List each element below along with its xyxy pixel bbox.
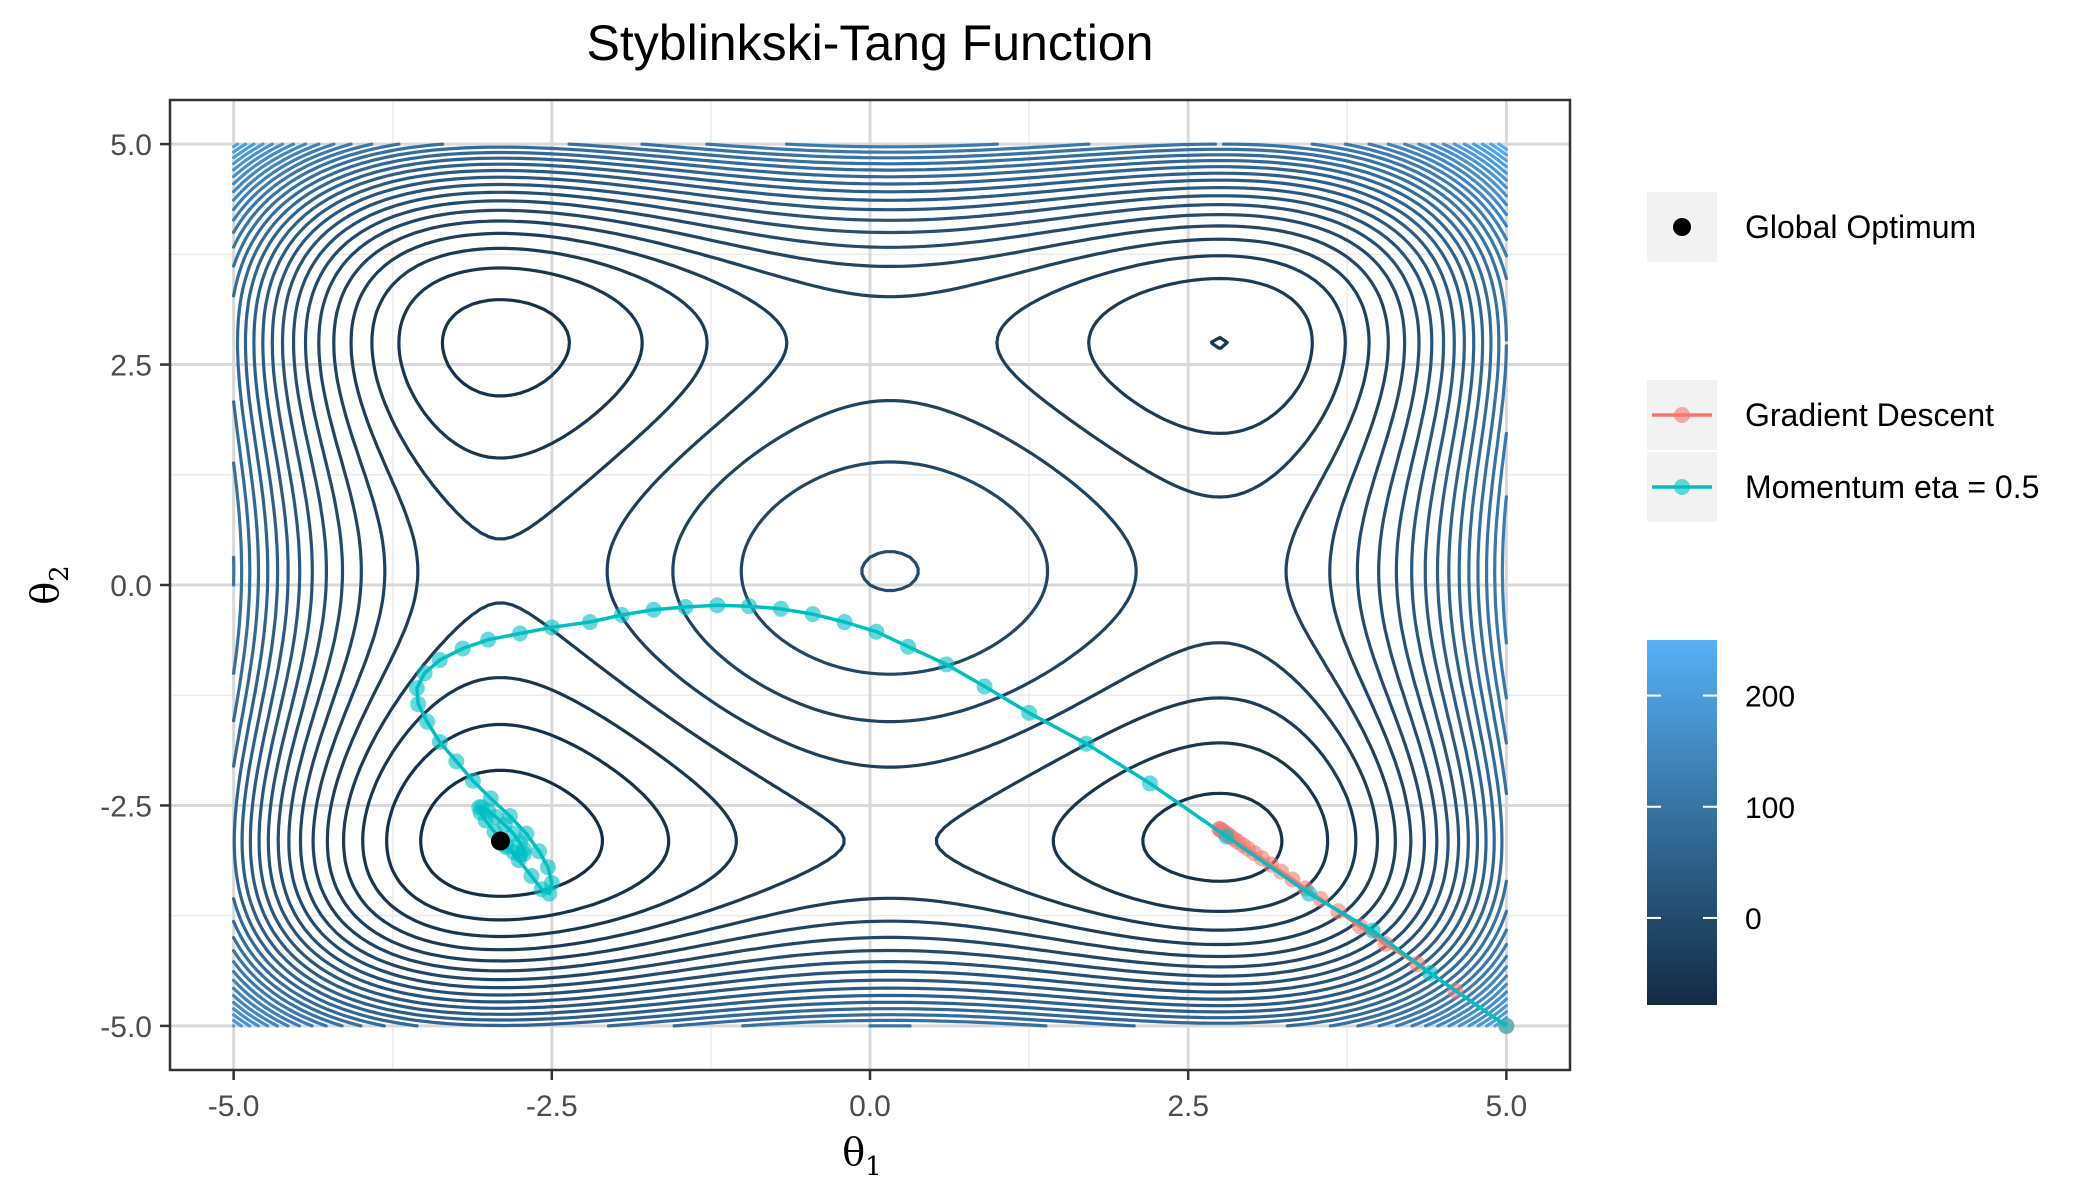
contour-level-4 <box>325 231 1379 963</box>
legend-label-optimum: Global Optimum <box>1745 209 1976 245</box>
contour-level-5 <box>311 219 1397 973</box>
x-tick-label-0: -5.0 <box>208 1090 260 1123</box>
x-tick-label-1: -2.5 <box>526 1090 578 1123</box>
series-1-point-12 <box>836 614 853 631</box>
y-tick-label-4: 5.0 <box>110 129 152 162</box>
contour-level-15 <box>232 145 1504 1028</box>
y-tick-label-2: 0.0 <box>110 570 152 603</box>
series-1-point-5 <box>1142 775 1158 792</box>
legend-gd-marker <box>1674 407 1690 423</box>
series-1-point-19 <box>613 606 630 623</box>
contour-lines <box>232 142 1508 1028</box>
series-1-point-32 <box>464 772 481 789</box>
series-1-point-27 <box>408 680 425 697</box>
series-1-point-0 <box>1498 1017 1515 1034</box>
contour-level-9 <box>266 182 1450 1004</box>
series-1-point-17 <box>677 599 694 616</box>
contour-level-26 <box>232 142 1508 1028</box>
contour-level-11 <box>248 168 1470 1016</box>
series-1-point-10 <box>900 638 917 655</box>
series-1-point-37 <box>540 859 556 876</box>
contour-level-12 <box>240 162 1479 1022</box>
contour-level-13 <box>232 156 1488 1028</box>
series-1-point-20 <box>582 614 598 631</box>
series-1-point-9 <box>938 656 955 673</box>
contour-level-16 <box>232 142 1508 1028</box>
contour-level-10 <box>257 175 1461 1010</box>
series-1-point-40 <box>533 881 550 898</box>
contour-level-2 <box>361 266 1330 939</box>
legend-optimum-marker <box>1673 218 1691 236</box>
series-1-point-13 <box>804 606 821 623</box>
series-1-point-26 <box>416 665 433 682</box>
contour-level-27 <box>232 142 1508 1028</box>
colorbar-label-0: 200 <box>1745 681 1795 714</box>
legend-label-gd: Gradient Descent <box>1745 397 1994 433</box>
series-1-point-11 <box>868 623 885 640</box>
contour-level-18 <box>232 142 1508 1028</box>
colorbar-label-2: 0 <box>1745 903 1762 936</box>
x-tick-label-2: 0.0 <box>849 1090 891 1123</box>
x-tick-label-4: 5.0 <box>1486 1090 1528 1123</box>
series-1-point-31 <box>448 753 465 770</box>
series-1-point-25 <box>431 651 448 668</box>
contour-level-8 <box>276 190 1439 997</box>
legend-momentum-marker <box>1674 479 1690 495</box>
series-1-point-22 <box>512 625 528 642</box>
series-1-point-29 <box>419 713 436 730</box>
colorbar-ticks: 200 100 0 <box>1647 681 1795 936</box>
contour-level-3 <box>342 246 1358 952</box>
y-tick-label-1: -2.5 <box>100 790 152 823</box>
contour-level-25 <box>232 142 1508 1028</box>
contour-level-17 <box>232 142 1508 1028</box>
y-axis-label: θ2 <box>23 565 75 604</box>
series-1-point-36 <box>531 843 548 860</box>
series-1-point-2 <box>1364 922 1381 939</box>
colorbar-label-1: 100 <box>1745 792 1795 825</box>
series-1-point-16 <box>709 597 726 614</box>
series-1-point-1 <box>1422 965 1438 981</box>
series-1-point-8 <box>976 678 993 695</box>
chart-title: Styblinkski-Tang Function <box>587 15 1154 71</box>
contour-level-14 <box>232 150 1496 1028</box>
contour-level-1 <box>385 298 1284 922</box>
series-1-point-21 <box>543 619 560 636</box>
legend: Global Optimum Gradient Descent Momentum… <box>1647 192 2039 1005</box>
y-tick-label-0: -5.0 <box>100 1011 152 1044</box>
contour-level-30 <box>1489 142 1508 157</box>
x-tick-label-3: 2.5 <box>1167 1090 1209 1123</box>
optimizer-paths <box>408 597 1515 1034</box>
colorbar <box>1647 640 1717 1005</box>
contour-level-31 <box>1497 142 1508 151</box>
contour-level-19 <box>232 142 1508 1028</box>
global-optimum-marker <box>490 831 510 851</box>
x-axis-label: θ1 <box>842 1130 881 1182</box>
series-1-point-28 <box>410 696 427 713</box>
series-1-point-14 <box>772 600 789 617</box>
axis-ticks: -5.0 -2.5 0.0 2.5 5.0 -5.0 -2.5 0.0 2.5 5.0 <box>100 129 1527 1123</box>
series-1-point-7 <box>1021 704 1038 721</box>
series-1-point-6 <box>1078 735 1095 752</box>
series-1-point-18 <box>645 601 662 618</box>
series-0-point-3 <box>1377 935 1394 952</box>
contour-level-6 <box>298 208 1413 982</box>
series-1-point-15 <box>741 598 758 615</box>
contour-level-21 <box>232 142 1508 1028</box>
contour-level-7 <box>287 199 1426 990</box>
series-1-point-23 <box>480 631 497 648</box>
contour-level-23 <box>232 142 1508 1028</box>
series-1-point-3 <box>1301 885 1318 902</box>
y-tick-label-3: 2.5 <box>110 350 152 383</box>
legend-label-momentum: Momentum eta = 0.5 <box>1745 469 2039 505</box>
series-1-point-4 <box>1218 828 1235 845</box>
contour-level-20 <box>232 142 1508 1028</box>
series-1-point-41 <box>523 868 540 884</box>
series-1-point-24 <box>454 640 471 657</box>
series-1-point-30 <box>431 733 448 750</box>
